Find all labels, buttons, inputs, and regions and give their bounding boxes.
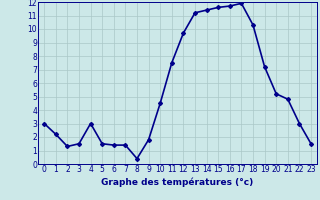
X-axis label: Graphe des températures (°c): Graphe des températures (°c) bbox=[101, 177, 254, 187]
